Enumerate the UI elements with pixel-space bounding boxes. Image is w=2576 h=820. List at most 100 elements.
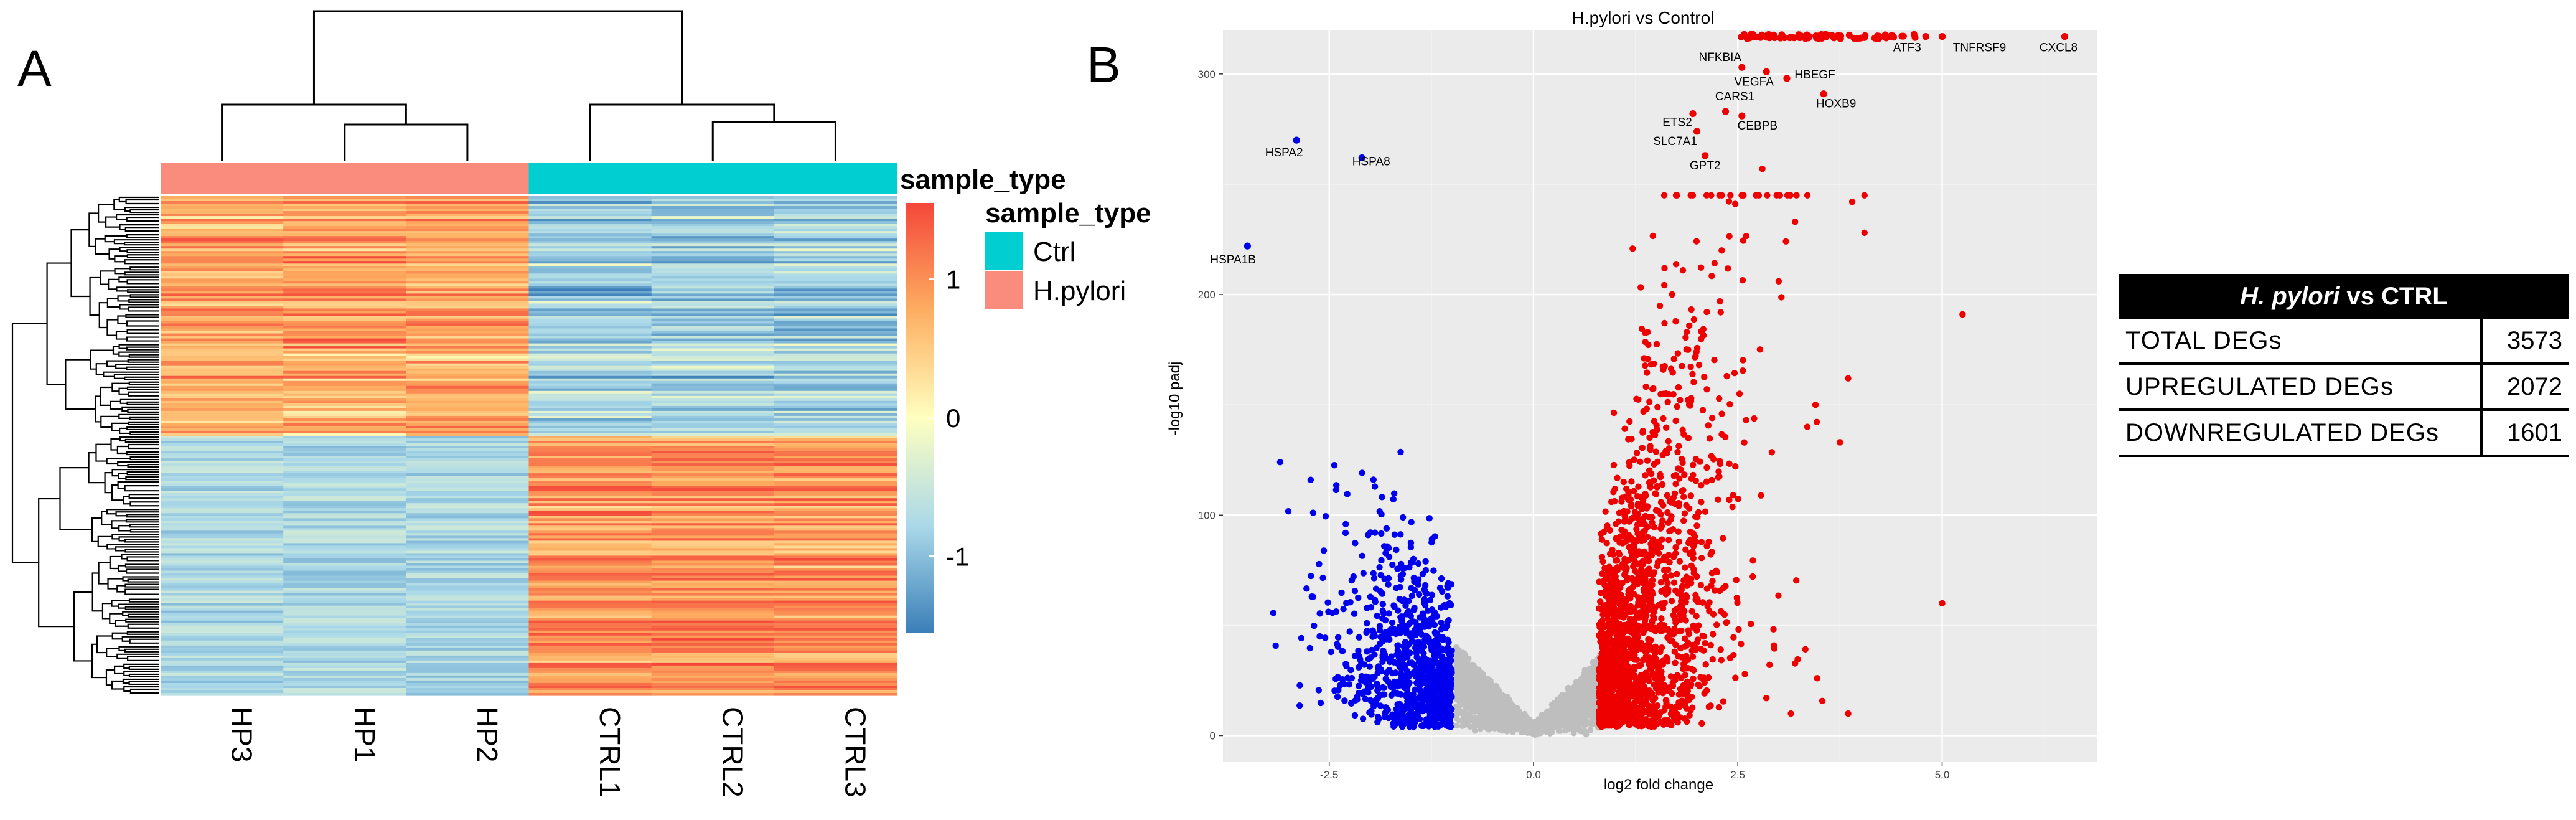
heatmap-cell bbox=[651, 233, 775, 237]
data-point bbox=[1390, 496, 1397, 503]
dendrogram-branch bbox=[129, 209, 136, 214]
heatmap-cell bbox=[774, 423, 897, 426]
heatmap-cell bbox=[406, 430, 530, 434]
heatmap-cell bbox=[161, 506, 284, 509]
heatmap-cell bbox=[161, 511, 284, 514]
heatmap-cell bbox=[774, 451, 897, 454]
dendrogram-branch bbox=[124, 539, 136, 543]
heatmap-cell bbox=[774, 486, 897, 489]
heatmap-cell bbox=[161, 338, 284, 342]
heatmap-cell bbox=[283, 471, 406, 474]
heatmap-cell bbox=[406, 221, 530, 224]
heatmap-cell bbox=[283, 253, 406, 257]
dendrogram-branch bbox=[90, 349, 113, 370]
heatmap-cell bbox=[161, 685, 284, 689]
heatmap-cell bbox=[406, 243, 530, 247]
heatmap-cell bbox=[161, 415, 284, 419]
dendrogram-branch bbox=[118, 344, 136, 349]
heatmap-cell bbox=[406, 224, 530, 227]
heatmap-cell bbox=[161, 501, 284, 504]
heatmap-cell bbox=[406, 446, 530, 449]
heatmap-cell bbox=[406, 308, 530, 312]
heatmap-cell bbox=[161, 408, 284, 412]
heatmap-cell bbox=[774, 268, 897, 271]
heatmap-cell bbox=[406, 558, 530, 562]
heatmap-cell bbox=[161, 261, 284, 264]
data-point bbox=[1372, 529, 1379, 536]
heatmap-cell bbox=[651, 598, 775, 601]
heatmap-cell bbox=[283, 209, 406, 212]
heatmap-cell bbox=[283, 268, 406, 271]
heatmap-cell bbox=[528, 483, 652, 486]
heatmap-cell bbox=[283, 476, 406, 479]
heatmap-cell bbox=[528, 565, 652, 569]
data-point bbox=[1588, 695, 1595, 702]
heatmap-cell bbox=[528, 533, 652, 536]
heatmap-cell bbox=[528, 256, 652, 259]
heatmap-cell bbox=[774, 687, 897, 691]
heatmap-cell bbox=[774, 370, 897, 374]
data-point bbox=[1462, 651, 1469, 658]
heatmap-cell bbox=[528, 438, 652, 441]
data-point bbox=[1331, 687, 1338, 694]
heatmap-cell bbox=[651, 675, 775, 679]
heatmap-cell bbox=[651, 555, 775, 559]
heatmap-cell bbox=[528, 498, 652, 501]
data-point bbox=[1316, 633, 1323, 640]
panel-label-b: B bbox=[1087, 37, 1121, 93]
dendrogram-branch bbox=[344, 123, 469, 161]
heatmap-cell bbox=[651, 488, 775, 491]
data-point bbox=[1478, 704, 1485, 710]
heatmap-cell bbox=[528, 268, 652, 271]
heatmap-cell bbox=[774, 473, 897, 476]
heatmap-cell bbox=[528, 333, 652, 337]
heatmap-cell bbox=[161, 398, 284, 402]
heatmap-cell bbox=[283, 216, 406, 219]
heatmap-cell bbox=[161, 525, 284, 529]
dendrogram-branch bbox=[129, 501, 136, 507]
heatmap-cell bbox=[406, 263, 530, 266]
heatmap-cell bbox=[283, 553, 406, 557]
heatmap-cell bbox=[651, 583, 775, 587]
heatmap-cell bbox=[283, 680, 406, 684]
heatmap-cell bbox=[774, 682, 897, 686]
data-point bbox=[1573, 679, 1580, 685]
data-point bbox=[1376, 640, 1384, 648]
heatmap-cell bbox=[528, 595, 652, 599]
heatmap-cell bbox=[406, 670, 530, 674]
data-point bbox=[1366, 663, 1374, 670]
heatmap-cell bbox=[406, 415, 530, 419]
heatmap-cell bbox=[774, 440, 897, 444]
data-point bbox=[1351, 610, 1358, 617]
heatmap-cell bbox=[406, 333, 530, 337]
heatmap-cell bbox=[406, 513, 530, 516]
heatmap-cell bbox=[161, 486, 284, 489]
heatmap-cell bbox=[161, 420, 284, 424]
data-point bbox=[1463, 700, 1469, 707]
data-point bbox=[1567, 704, 1573, 710]
heatmap-cell bbox=[774, 365, 897, 369]
heatmap-cell bbox=[774, 493, 897, 496]
data-point bbox=[1374, 719, 1381, 726]
heatmap-cell bbox=[774, 563, 897, 567]
heatmap-cell bbox=[651, 690, 775, 694]
data-point bbox=[1443, 677, 1450, 684]
heatmap-cell bbox=[283, 206, 406, 209]
heatmap-cell bbox=[161, 605, 284, 609]
sample-label: HP1 bbox=[349, 707, 381, 762]
plot-gridlines bbox=[1223, 30, 2097, 762]
data-point bbox=[1403, 626, 1410, 633]
heatmap-cell bbox=[406, 433, 530, 436]
heatmap-cell bbox=[528, 276, 652, 279]
heatmap-cell bbox=[161, 453, 284, 456]
heatmap-cell bbox=[528, 428, 652, 431]
heatmap-cell bbox=[161, 375, 284, 379]
heatmap-cell bbox=[161, 258, 284, 262]
data-point bbox=[1461, 676, 1468, 683]
heatmap-cell bbox=[651, 665, 775, 669]
heatmap-cell bbox=[651, 687, 775, 691]
heatmap-cell bbox=[774, 443, 897, 446]
data-point bbox=[1581, 699, 1588, 706]
heatmap-cell bbox=[774, 568, 897, 572]
heatmap-cell bbox=[651, 563, 775, 567]
